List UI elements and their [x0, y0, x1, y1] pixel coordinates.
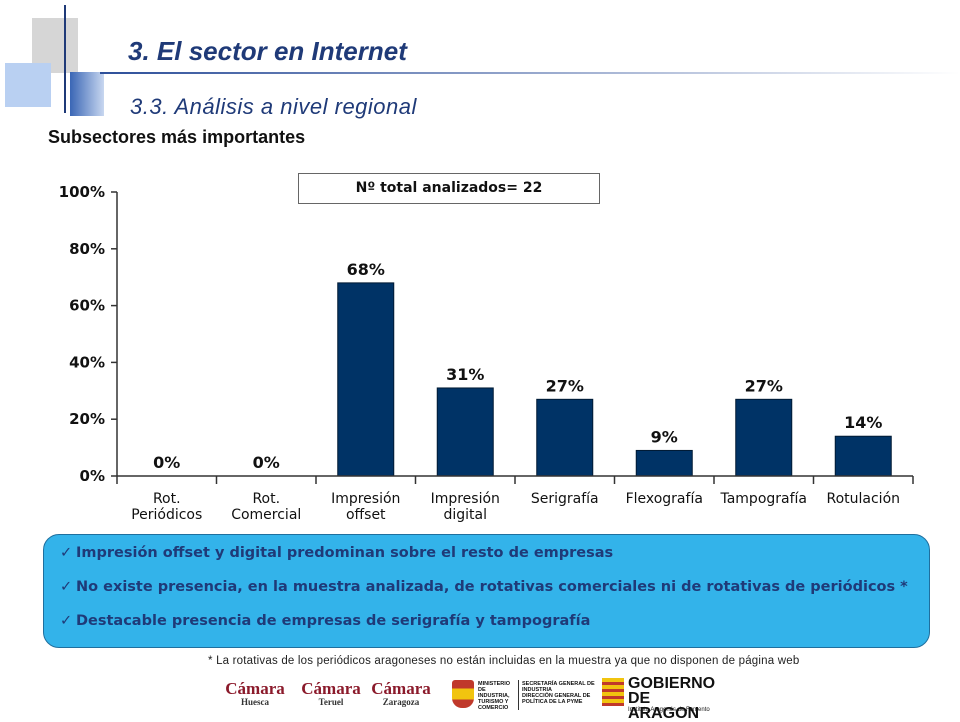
- ministerio-text: MINISTERIO DE INDUSTRIA, TURISMO Y COMER…: [478, 681, 518, 711]
- camara-huesca-logo: Cámara Huesca: [222, 679, 288, 707]
- camara-teruel-logo: Cámara Teruel: [298, 679, 364, 707]
- secretaria-line: INDUSTRIA: [522, 687, 552, 693]
- secretaria-text: SECRETARÍA GENERAL DE INDUSTRIA DIRECCIÓ…: [522, 681, 598, 705]
- camara-teruel-city: Teruel: [318, 697, 344, 707]
- ministerio-logo: MINISTERIO DE INDUSTRIA, TURISMO Y COMER…: [452, 678, 598, 712]
- camara-huesca-city: Huesca: [241, 697, 269, 707]
- x-tick-label: Impresión: [331, 491, 400, 507]
- decorative-square-blue: [5, 63, 51, 107]
- x-tick-label: Flexografía: [626, 491, 703, 507]
- gobierno-line: DE ARAGON: [628, 690, 700, 722]
- y-tick-label: 60%: [69, 297, 105, 315]
- section-title: Subsectores más importantes: [48, 127, 306, 147]
- x-tick-label: Rot.: [153, 491, 181, 507]
- y-tick-label: 80%: [69, 240, 105, 258]
- conclusion-item: ✓ No existe presencia, en la muestra anal…: [60, 577, 929, 611]
- camara-zaragoza-city: Zaragoza: [382, 697, 420, 707]
- data-label: 0%: [153, 453, 180, 472]
- y-axis: 0% 20% 40% 60% 80% 100%: [59, 183, 118, 485]
- data-label: 68%: [347, 260, 385, 279]
- x-tick-label: Tampografía: [719, 491, 807, 507]
- camara-teruel-name: Cámara: [301, 679, 361, 698]
- page-subtitle: 3.3. Análisis a nivel regional: [130, 94, 417, 119]
- x-tick-label: Periódicos: [131, 507, 202, 523]
- conclusion-text: Destacable presencia de empresas de seri…: [76, 613, 591, 629]
- conclusion-text: Impresión offset y digital predominan so…: [76, 545, 614, 561]
- data-label: 27%: [546, 376, 584, 395]
- aragon-flag-icon: [602, 678, 624, 706]
- gobierno-subtext: Instituto Aragonés de Fomento: [628, 707, 710, 713]
- page-title: 3. El sector en Internet: [128, 36, 407, 66]
- bar: [834, 435, 892, 477]
- x-tick-label: Rot.: [252, 491, 280, 507]
- data-label: 0%: [253, 453, 280, 472]
- x-tick-label: Rotulación: [826, 491, 900, 507]
- ministerio-line: COMERCIO: [478, 705, 509, 711]
- conclusions-box: ✓ Impresión offset y digital predominan s…: [43, 534, 930, 648]
- camara-huesca-name: Cámara: [225, 679, 285, 698]
- bar: [735, 398, 793, 477]
- y-tick-label: 0%: [80, 467, 105, 485]
- bar: [436, 387, 494, 477]
- bar: [536, 398, 594, 477]
- gobierno-aragon-logo: GOBIERNO DE ARAGON Instituto Aragonés de…: [602, 676, 722, 722]
- secretaria-line: SECRETARÍA GENERAL DE: [522, 681, 595, 687]
- bar-chart: 0% 20% 40% 60% 80% 100% 0% 0% 68% 31% 27% 9% 27% 14%…: [59, 183, 914, 523]
- x-tick-label: Impresión: [431, 491, 500, 507]
- data-label: 31%: [446, 365, 484, 384]
- x-tick-label: offset: [346, 507, 386, 523]
- camara-zaragoza-logo: Cámara Zaragoza: [368, 679, 434, 707]
- decorative-square-gradient: [70, 72, 104, 116]
- checkmark-icon: ✓: [60, 545, 73, 561]
- bar: [635, 449, 693, 477]
- checkmark-icon: ✓: [60, 613, 73, 629]
- x-axis: Rot.PeriódicosRot.ComercialImpresiónoffs…: [116, 475, 914, 523]
- ministerio-line: TURISMO Y: [478, 699, 509, 705]
- checkmark-icon: ✓: [60, 579, 73, 595]
- data-label: 14%: [844, 413, 882, 432]
- x-tick-label: Serigrafía: [531, 491, 599, 507]
- coat-of-arms-icon: [452, 680, 474, 708]
- data-label: 9%: [651, 427, 678, 446]
- conclusion-item: ✓ Impresión offset y digital predominan s…: [60, 543, 929, 577]
- x-tick-label: Comercial: [231, 507, 301, 523]
- footnote: * La rotativas de los periódicos aragone…: [208, 655, 800, 667]
- conclusion-item: ✓ Destacable presencia de empresas de ser…: [60, 611, 929, 645]
- data-label: 27%: [745, 376, 783, 395]
- gobierno-text: GOBIERNO DE ARAGON: [628, 675, 722, 722]
- decorative-horizontal-line: [100, 72, 960, 74]
- bars: 0% 0% 68% 31% 27% 9% 27% 14%: [153, 260, 892, 477]
- x-tick-label: digital: [443, 507, 487, 523]
- logo-divider: [518, 680, 519, 710]
- camara-zaragoza-name: Cámara: [371, 679, 431, 698]
- y-tick-label: 40%: [69, 353, 105, 371]
- ministerio-line: DE INDUSTRIA,: [478, 687, 510, 699]
- conclusion-text: No existe presencia, en la muestra anali…: [76, 579, 908, 595]
- bar: [337, 282, 395, 477]
- decorative-vertical-line: [64, 5, 66, 113]
- y-tick-label: 100%: [59, 183, 105, 201]
- ministerio-line: MINISTERIO: [478, 681, 511, 687]
- total-analyzed-note: Nº total analizados= 22: [298, 173, 600, 204]
- gobierno-line: GOBIERNO: [628, 675, 716, 692]
- secretaria-line: DIRECCIÓN GENERAL DE: [522, 693, 591, 699]
- y-tick-label: 20%: [69, 410, 105, 428]
- secretaria-line: POLÍTICA DE LA PYME: [522, 699, 583, 705]
